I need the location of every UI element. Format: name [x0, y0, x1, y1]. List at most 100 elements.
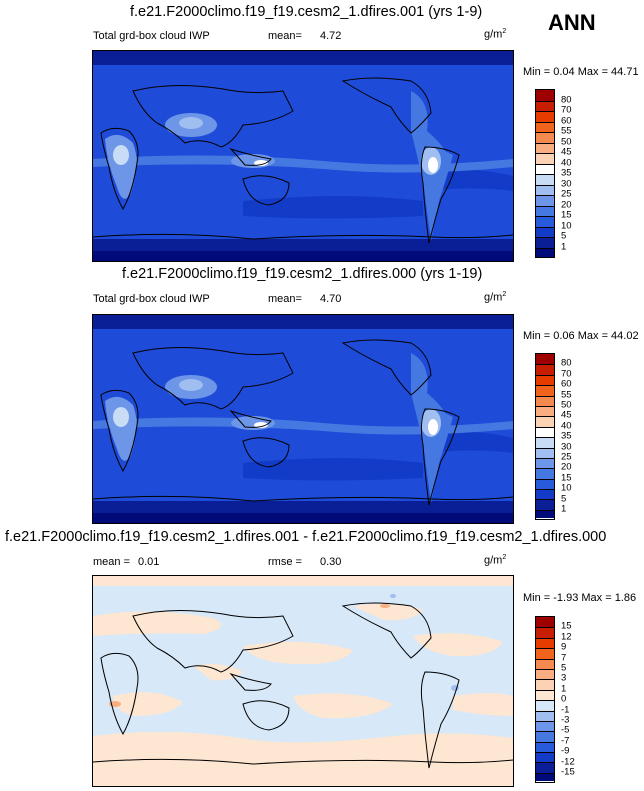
- colorbar-bin: [536, 416, 554, 427]
- colorbar-tick-label: 20: [561, 199, 572, 210]
- panel-1-mean-label: mean=: [268, 30, 302, 42]
- colorbar-bin: [536, 395, 554, 406]
- panel-2-units: g/m2: [484, 291, 507, 304]
- colorbar-bin: [536, 354, 554, 365]
- colorbar-bin: [536, 374, 554, 386]
- colorbar-bin: [536, 447, 554, 458]
- season-label: ANN: [548, 10, 596, 35]
- colorbar-bin: [536, 364, 554, 375]
- colorbar-tick-label: 10: [561, 482, 572, 494]
- colorbar-tick-label: 35: [561, 430, 572, 442]
- colorbar-tick-label: 60: [561, 115, 572, 126]
- panel-3-rmse-label: rmse =: [268, 556, 302, 568]
- panel-1-mean-value: 4.72: [320, 30, 342, 42]
- colorbar-bin: [536, 132, 554, 143]
- colorbar-tick-label: -7: [561, 735, 570, 747]
- panel-3-title: f.e21.F2000climo.f19_f19.cesm2_1.dfires.…: [5, 529, 607, 545]
- colorbar-tick-label: 1: [561, 503, 567, 515]
- colorbar-bin: [536, 741, 554, 753]
- colorbar-tick-label: 20: [561, 461, 572, 473]
- colorbar-tick-label: 12: [561, 631, 572, 643]
- colorbar-tick-label: 60: [561, 378, 572, 390]
- colorbar-bin: [536, 499, 554, 510]
- colorbar-tick-label: 30: [561, 178, 572, 189]
- colorbar-tick-label: 40: [561, 157, 572, 168]
- colorbar-tick-label: 80: [561, 357, 572, 369]
- colorbar-bin: [536, 153, 554, 164]
- colorbar-bin: [536, 658, 554, 669]
- colorbar-tick-label: 7: [561, 652, 567, 664]
- colorbar-bin: [536, 237, 554, 248]
- panel-3-map: [92, 575, 514, 787]
- colorbar-bin: [536, 216, 554, 227]
- colorbar-tick-label: 5: [561, 230, 567, 242]
- colorbar-tick-label: -15: [561, 766, 575, 778]
- panel-1-colorbar: [535, 89, 555, 258]
- colorbar-bin: [536, 489, 554, 500]
- panel-3-mean-label: mean =: [93, 556, 130, 568]
- panel-1-title: f.e21.F2000climo.f19_f19.cesm2_1.dfires.…: [130, 4, 483, 20]
- panel-1-variable-label: Total grd-box cloud IWP: [93, 30, 210, 42]
- panel-1-map: [92, 50, 514, 262]
- panel-3-colorbar-labels: 15 12 9 7 5 3 1 0 -1 -3 -5 -7 -9 -12 -15: [561, 616, 591, 781]
- colorbar-bin: [536, 405, 554, 417]
- colorbar-bin: [536, 184, 554, 195]
- colorbar-bin: [536, 174, 554, 185]
- colorbar-tick-label: 9: [561, 641, 567, 653]
- colorbar-bin: [536, 426, 554, 438]
- panel-1-minmax: Min = 0.04 Max = 44.71: [523, 66, 639, 78]
- colorbar-tick-label: 15: [561, 472, 572, 484]
- colorbar-tick-label: 10: [561, 220, 572, 231]
- colorbar-bin: [536, 710, 554, 721]
- colorbar-tick-label: 70: [561, 368, 572, 380]
- colorbar-tick-label: 50: [561, 136, 572, 147]
- colorbar-tick-label: 55: [561, 389, 572, 401]
- colorbar-bin: [536, 762, 554, 773]
- panel-2-map: [92, 314, 514, 524]
- colorbar-tick-label: 1: [561, 241, 567, 252]
- colorbar-bin: [536, 679, 554, 690]
- colorbar-bin: [536, 205, 554, 216]
- colorbar-bin: [536, 142, 554, 153]
- colorbar-bin: [536, 617, 554, 628]
- colorbar-tick-label: 25: [561, 188, 572, 200]
- colorbar-bin: [536, 700, 554, 711]
- colorbar-tick-label: -3: [561, 714, 570, 726]
- colorbar-tick-label: 0: [561, 693, 567, 705]
- colorbar-bin: [536, 509, 554, 519]
- colorbar-bin: [536, 468, 554, 479]
- colorbar-tick-label: 5: [561, 493, 567, 505]
- colorbar-tick-label: 40: [561, 420, 572, 432]
- colorbar-bin: [536, 772, 554, 782]
- colorbar-bin: [536, 100, 554, 111]
- panel-3-units: g/m2: [484, 554, 507, 567]
- colorbar-tick-label: 15: [561, 620, 572, 632]
- colorbar-tick-label: 70: [561, 104, 572, 116]
- colorbar-bin: [536, 90, 554, 101]
- colorbar-tick-label: -12: [561, 756, 575, 768]
- panel-2-variable-label: Total grd-box cloud IWP: [93, 293, 210, 305]
- colorbar-bin: [536, 121, 554, 132]
- colorbar-bin: [536, 689, 554, 701]
- panel-2-mean-value: 4.70: [320, 293, 342, 305]
- colorbar-tick-label: 25: [561, 451, 572, 463]
- colorbar-tick-label: -5: [561, 724, 570, 736]
- colorbar-bin: [536, 752, 554, 763]
- colorbar-bin: [536, 457, 554, 469]
- panel-2-colorbar-labels: 80 70 60 55 50 45 40 35 30 25 20 15 10 5…: [561, 353, 591, 518]
- panel-3-mean-value: 0.01: [138, 556, 160, 568]
- panel-2-colorbar: [535, 353, 555, 520]
- colorbar-tick-label: 3: [561, 672, 567, 684]
- colorbar-bin: [536, 195, 554, 206]
- colorbar-bin: [536, 627, 554, 638]
- colorbar-tick-label: 15: [561, 209, 572, 221]
- colorbar-bin: [536, 637, 554, 649]
- panel-2-mean-label: mean=: [268, 293, 302, 305]
- panel-1-colorbar-labels: 80 70 60 55 50 45 40 35 30 25 20 15 10 5…: [561, 89, 591, 256]
- colorbar-bin: [536, 720, 554, 732]
- colorbar-bin: [536, 731, 554, 742]
- colorbar-tick-label: 45: [561, 409, 572, 421]
- colorbar-tick-label: 50: [561, 399, 572, 411]
- colorbar-tick-label: 55: [561, 125, 572, 137]
- colorbar-tick-label: -1: [561, 704, 570, 716]
